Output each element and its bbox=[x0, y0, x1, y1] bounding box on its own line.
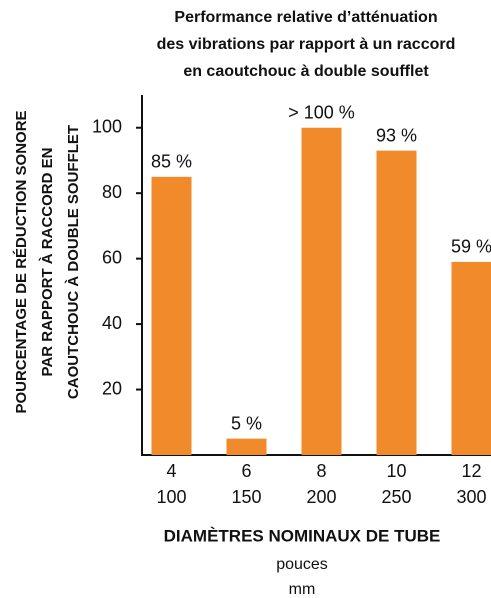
x-tick-label: 100 bbox=[156, 487, 186, 507]
x-unit-label: pouces bbox=[276, 556, 328, 573]
value-label: 93 % bbox=[376, 125, 417, 145]
bar bbox=[376, 150, 417, 456]
x-tick-label: 250 bbox=[381, 487, 411, 507]
y-tick-label: 100 bbox=[92, 116, 122, 136]
chart-title: en caoutchouc à double soufflet bbox=[183, 63, 429, 80]
x-tick-label: 200 bbox=[306, 487, 336, 507]
chart-title: des vibrations par rapport à un raccord bbox=[157, 36, 456, 53]
value-label: 85 % bbox=[151, 152, 192, 172]
y-axis-label: CAOUTCHOUC À DOUBLE SOUFFLET bbox=[65, 125, 82, 399]
value-label: 59 % bbox=[451, 237, 491, 257]
x-tick-label: 150 bbox=[231, 487, 261, 507]
x-axis-label: DIAMÈTRES NOMINAUX DE TUBE bbox=[164, 526, 441, 545]
bar bbox=[226, 438, 267, 455]
bar bbox=[451, 261, 491, 455]
bar bbox=[301, 127, 342, 456]
y-tick-label: 60 bbox=[102, 247, 122, 267]
x-unit-label: mm bbox=[289, 581, 316, 598]
y-axis-label: POURCENTAGE DE RÉDUCTION SONORE bbox=[13, 110, 30, 413]
x-tick-label: 300 bbox=[456, 487, 486, 507]
x-tick-label: 4 bbox=[166, 461, 176, 481]
y-axis-label: PAR RAPPORT À RACCORD EN bbox=[39, 148, 56, 377]
y-tick-label: 80 bbox=[102, 182, 122, 202]
x-tick-label: 6 bbox=[241, 461, 251, 481]
x-tick-label: 8 bbox=[316, 461, 326, 481]
value-label: > 100 % bbox=[288, 102, 355, 122]
x-tick-label: 10 bbox=[386, 461, 406, 481]
y-tick-label: 20 bbox=[102, 378, 122, 398]
chart-title: Performance relative d’atténuation bbox=[174, 9, 437, 26]
y-tick-label: 40 bbox=[102, 313, 122, 333]
bar bbox=[151, 176, 192, 455]
x-tick-label: 12 bbox=[461, 461, 481, 481]
value-label: 5 % bbox=[231, 413, 262, 433]
